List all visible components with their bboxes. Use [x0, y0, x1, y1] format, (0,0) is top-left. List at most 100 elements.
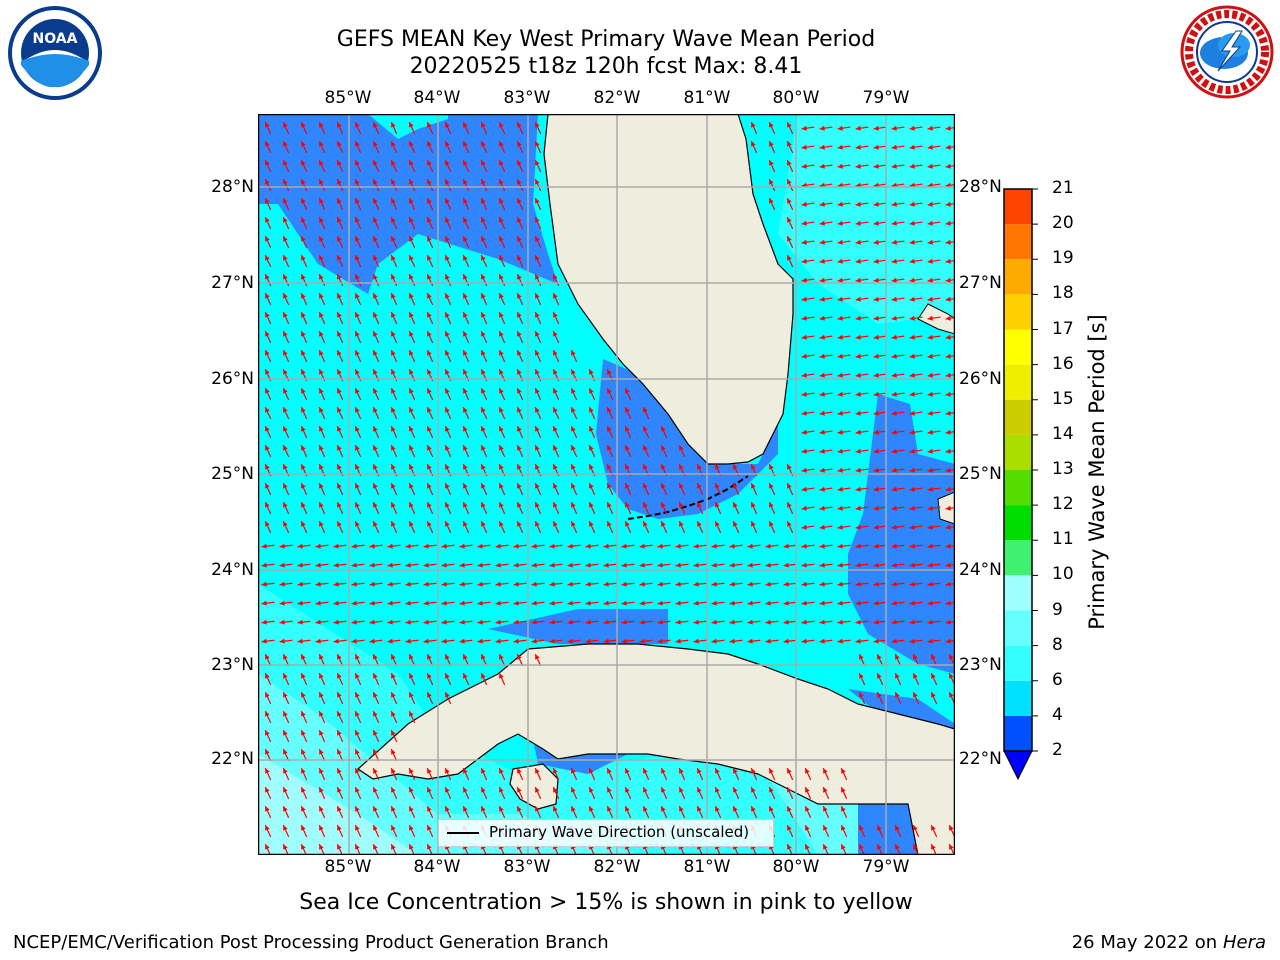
wave-arrow-head	[909, 258, 915, 264]
wave-arrow-head	[945, 277, 951, 283]
wave-arrow-head	[801, 619, 807, 625]
wave-arrow-head	[661, 464, 666, 470]
wave-arrow-head	[837, 638, 843, 644]
blue-region-se	[858, 802, 918, 855]
wave-arrow-head	[373, 217, 378, 223]
wave-arrow-head	[265, 217, 270, 223]
wave-arrow-head	[355, 198, 360, 204]
wave-arrow-head	[319, 692, 324, 698]
wave-arrow-head	[495, 619, 501, 625]
wave-arrow-head	[391, 160, 396, 166]
wave-arrow-head	[535, 502, 540, 508]
wave-arrow-head	[481, 141, 486, 147]
wave-arrow-head	[409, 464, 414, 470]
wave-arrow-head	[337, 255, 342, 261]
wave-arrow-head	[373, 502, 378, 508]
wave-arrow-head	[909, 372, 915, 378]
wave-arrow-head	[801, 505, 807, 511]
wave-arrow-head	[657, 600, 663, 606]
wave-arrow-head	[283, 521, 288, 527]
wave-arrow-head	[427, 331, 432, 337]
wave-arrow-head	[517, 369, 522, 375]
wave-arrow-head	[873, 353, 879, 359]
wave-arrow-head	[927, 391, 933, 397]
wave-arrow-head	[837, 125, 843, 131]
wave-arrow-head	[409, 502, 414, 508]
wave-arrow-head	[265, 407, 270, 413]
wave-arrow-head	[261, 562, 267, 568]
wave-arrow-head	[801, 391, 807, 397]
wave-arrow-head	[513, 581, 519, 587]
wave-arrow-head	[319, 122, 324, 128]
wave-arrow-head	[391, 521, 396, 527]
wave-arrow-head	[927, 543, 933, 549]
wave-arrow-head	[355, 388, 360, 394]
wave-arrow-head	[283, 198, 288, 204]
wave-arrow-head	[481, 426, 486, 432]
wave-arrow-head	[337, 502, 342, 508]
wave-arrow-head	[319, 388, 324, 394]
wave-arrow-head	[319, 274, 324, 280]
wave-arrow-head	[675, 638, 681, 644]
wave-arrow-head	[499, 160, 504, 166]
wave-arrow-head	[783, 543, 789, 549]
wave-arrow-head	[427, 369, 432, 375]
wave-arrow-head	[481, 787, 486, 793]
wave-arrow-head	[837, 562, 843, 568]
wave-arrow-head	[459, 562, 465, 568]
wave-arrow-head	[837, 144, 843, 150]
wave-arrow-head	[481, 179, 486, 185]
map-legend: Primary Wave Direction (unscaled)	[438, 819, 774, 847]
wave-arrow-head	[337, 787, 342, 793]
wave-arrow-head	[751, 806, 756, 812]
wave-arrow-head	[891, 524, 897, 530]
wave-arrow-head	[693, 619, 699, 625]
wave-arrow-head	[409, 350, 414, 356]
wave-arrow-head	[931, 825, 936, 831]
wave-arrow-head	[913, 844, 918, 850]
wave-arrow-head	[409, 312, 414, 318]
wave-arrow-head	[909, 486, 915, 492]
wave-arrow-head	[337, 445, 342, 451]
wave-arrow-head	[445, 312, 450, 318]
wave-arrow-head	[945, 239, 951, 245]
wave-arrow-head	[445, 350, 450, 356]
wave-arrow-head	[531, 619, 537, 625]
wave-arrow-head	[427, 350, 432, 356]
wave-arrow-head	[891, 543, 897, 549]
wave-arrow-head	[747, 562, 753, 568]
wave-arrow-head	[855, 277, 861, 283]
wave-arrow-head	[535, 464, 540, 470]
lon-label-top: 84°W	[413, 88, 461, 108]
wave-arrow-head	[355, 768, 360, 774]
wave-arrow-head	[751, 464, 756, 470]
wave-arrow-head	[855, 353, 861, 359]
wave-arrow-head	[567, 619, 573, 625]
wave-arrow-head	[765, 638, 771, 644]
wave-arrow-head	[697, 806, 702, 812]
wave-arrow-head	[427, 141, 432, 147]
wave-arrow-head	[301, 464, 306, 470]
wave-arrow-head	[553, 331, 558, 337]
wave-arrow-head	[301, 255, 306, 261]
wave-arrow-head	[621, 562, 627, 568]
wave-arrow-head	[265, 160, 270, 166]
wave-arrow-head	[643, 464, 648, 470]
colorbar-segment	[1004, 715, 1032, 751]
wave-arrow-head	[553, 521, 558, 527]
wave-arrow-head	[333, 600, 339, 606]
footer-credit: NCEP/EMC/Verification Post Processing Pr…	[13, 932, 609, 953]
wave-arrow-head	[891, 258, 897, 264]
wave-arrow-head	[441, 600, 447, 606]
wave-arrow-head	[283, 730, 288, 736]
wave-arrow-head	[657, 543, 663, 549]
wave-arrow-head	[481, 160, 486, 166]
wave-arrow-head	[319, 825, 324, 831]
wave-arrow-head	[945, 410, 951, 416]
wave-arrow-head	[283, 312, 288, 318]
wave-arrow-head	[769, 806, 774, 812]
wave-arrow-head	[715, 464, 720, 470]
wave-arrow-head	[373, 312, 378, 318]
map-title: GEFS MEAN Key West Primary Wave Mean Per…	[336, 27, 876, 52]
wave-arrow-head	[405, 638, 411, 644]
